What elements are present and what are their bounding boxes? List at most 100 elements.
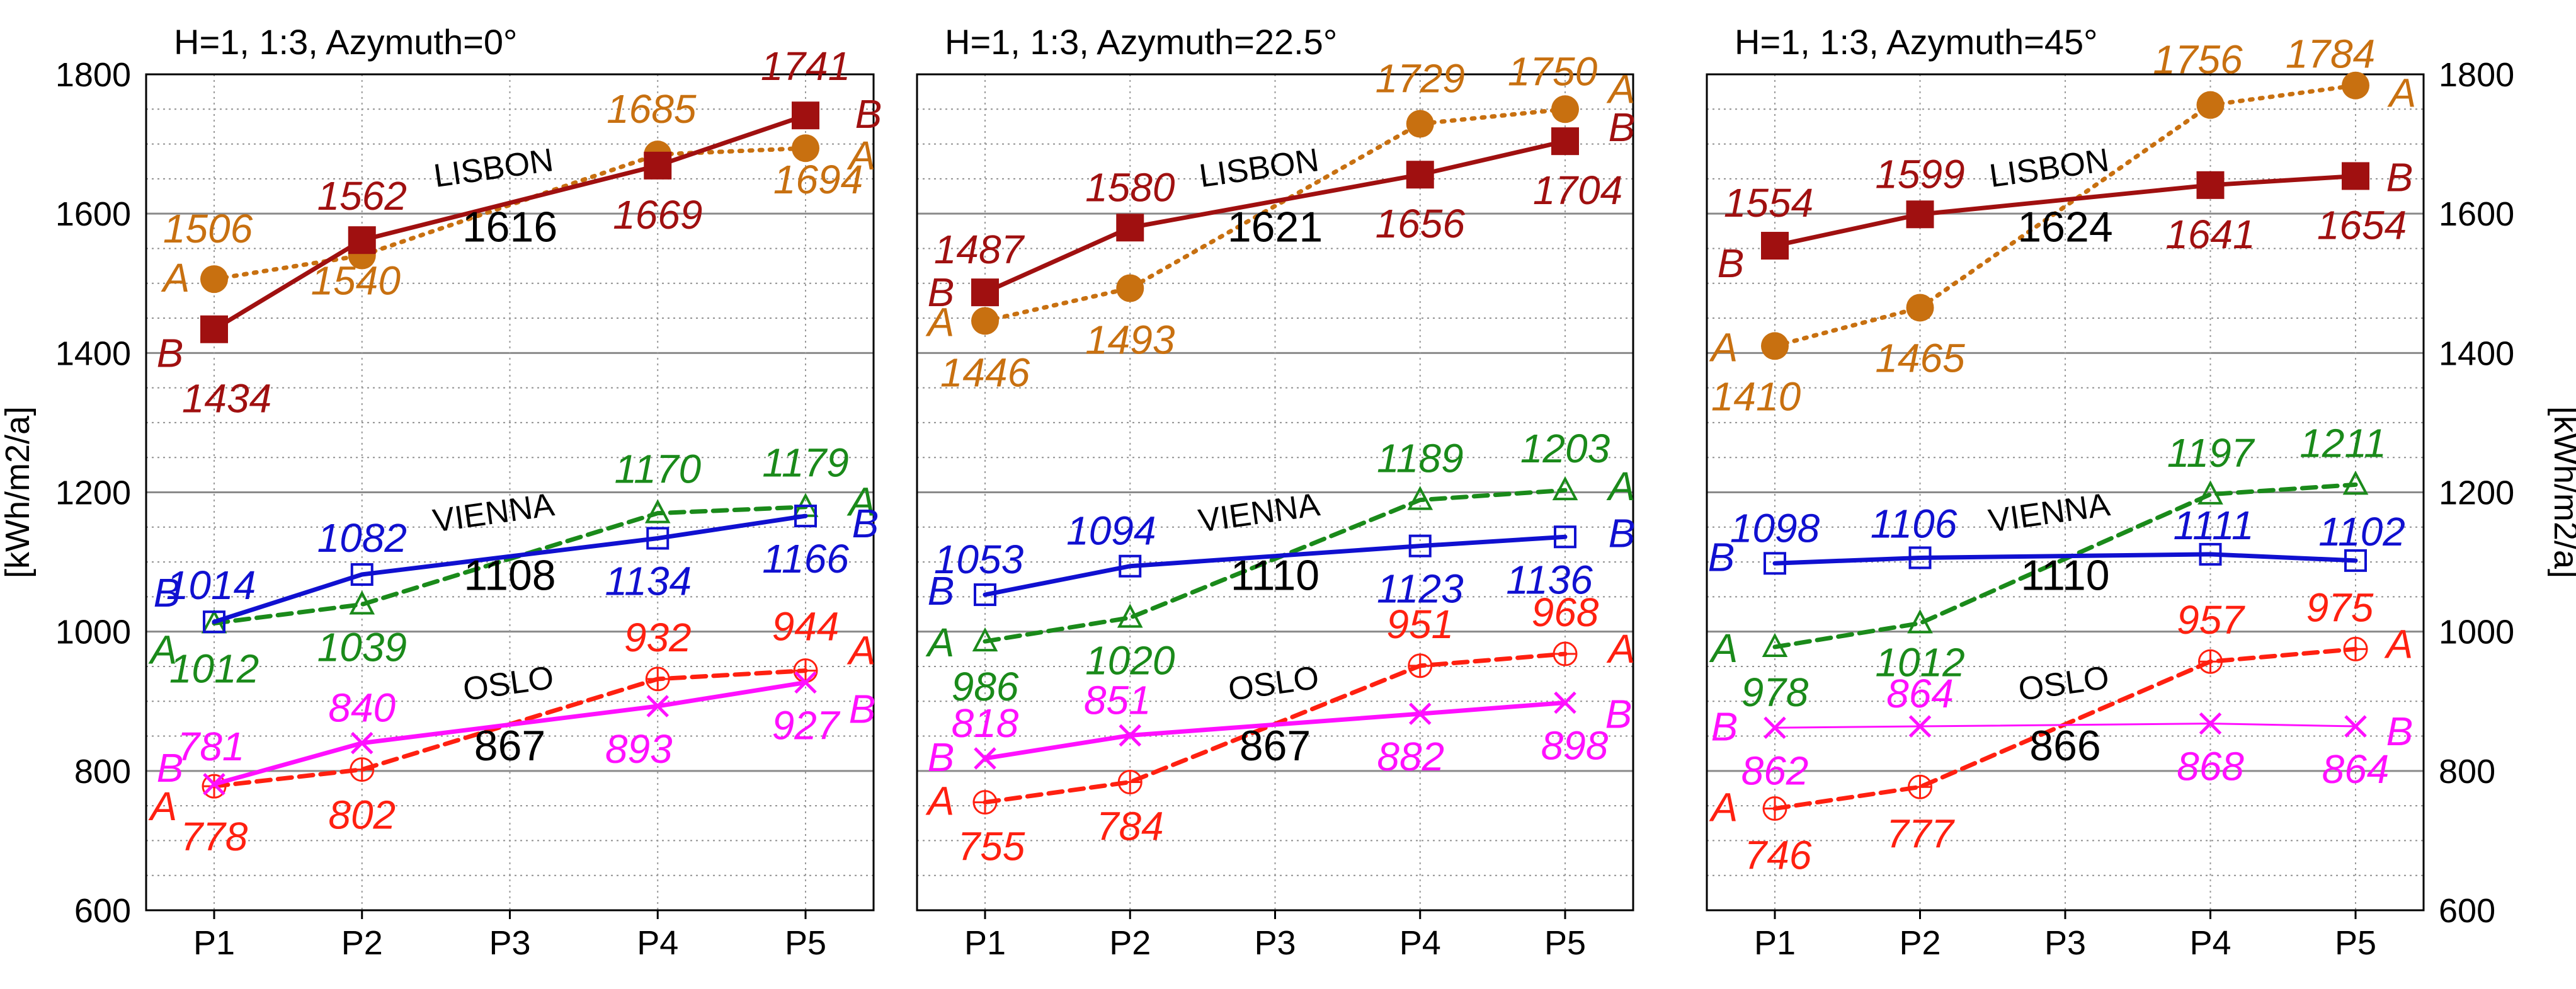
data-label: 1493	[1085, 317, 1175, 362]
data-label: 1446	[940, 350, 1030, 395]
data-point	[645, 666, 670, 692]
data-point	[1119, 554, 1142, 578]
data-point	[971, 278, 999, 307]
series-letter: A	[2384, 621, 2414, 666]
data-label: 927	[772, 702, 841, 748]
data-point	[1406, 110, 1434, 138]
data-label: 755	[958, 824, 1025, 869]
x-tick-label: P5	[2335, 924, 2376, 962]
data-point	[1554, 525, 1576, 549]
data-label: 746	[1745, 833, 1812, 878]
series-letter: B	[2386, 154, 2414, 200]
data-label: 1014	[166, 563, 256, 608]
data-point	[646, 695, 670, 717]
series-letter: A	[846, 479, 876, 525]
data-point	[792, 101, 819, 130]
data-label: 778	[181, 814, 248, 859]
series-line-vienna-b	[212, 513, 808, 624]
y-tick-label: 1800	[2439, 56, 2514, 94]
series-letter: B	[1711, 704, 1738, 749]
series-letter: B	[928, 568, 955, 614]
data-label: 957	[2177, 597, 2245, 643]
data-label: 1166	[762, 536, 849, 581]
series-letter: B	[1718, 241, 1745, 286]
data-point	[2199, 712, 2222, 735]
city-label: VIENNA	[431, 486, 557, 539]
data-label: 1134	[605, 558, 692, 603]
average-label: 1624	[2017, 203, 2112, 251]
data-point	[1408, 534, 1432, 557]
data-label: 1012	[1875, 639, 1964, 685]
data-point	[1907, 609, 1933, 634]
x-tick-label: P3	[1254, 924, 1296, 962]
y-axis-title-left: [kWh/m2/a]	[0, 406, 37, 578]
data-point	[2344, 549, 2367, 572]
series-line-lisbon-a	[1772, 83, 2358, 348]
y-tick-label: 1600	[2439, 195, 2514, 233]
data-point	[1762, 796, 1787, 821]
series-letter: A	[925, 620, 955, 665]
data-label: 1094	[1066, 508, 1156, 554]
data-point	[200, 265, 228, 294]
average-label: 867	[1240, 722, 1311, 770]
data-label: 1599	[1875, 151, 1964, 197]
series-letter: A	[846, 133, 876, 178]
x-tick-label: P4	[1399, 924, 1441, 962]
series-letter: B	[1609, 510, 1636, 556]
data-label: 1098	[1730, 505, 1820, 551]
data-label: 862	[1741, 748, 1809, 793]
data-point	[972, 627, 998, 652]
series-letter: A	[1709, 626, 1738, 671]
series-letter: B	[849, 686, 876, 731]
average-label: 1110	[1231, 551, 1319, 599]
y-tick-label: 1000	[55, 614, 131, 651]
data-point	[1116, 274, 1144, 302]
data-label: 944	[772, 604, 840, 649]
series-letter: A	[1606, 464, 1636, 509]
data-point-x	[203, 773, 225, 796]
data-label: 1111	[2173, 503, 2254, 548]
series-line-lisbon-b	[983, 139, 1568, 295]
x-tick-label: P1	[193, 924, 235, 962]
data-point-x	[1908, 715, 1932, 738]
data-label: 1020	[1085, 638, 1175, 683]
data-point	[1408, 653, 1433, 678]
chart-panel-1: P1 P2 P3 P4 P5 600 800 1000 1200 1400 1600 1800 H=1,…	[55, 22, 882, 962]
data-point	[792, 134, 819, 163]
data-label: 1756	[2153, 37, 2243, 83]
data-label: 1189	[1377, 436, 1464, 481]
series-line-oslo-b	[212, 680, 808, 787]
data-label: 1211	[2300, 420, 2386, 466]
series-letter: A	[925, 299, 955, 345]
average-label: 1621	[1228, 203, 1323, 251]
data-point	[1908, 546, 1932, 569]
series-line-oslo-b	[983, 700, 1568, 761]
data-point	[1553, 641, 1578, 666]
data-point-x	[2344, 715, 2367, 738]
data-point	[1906, 294, 1934, 322]
data-label: 1179	[762, 440, 849, 486]
y-tick-label: 1400	[55, 334, 131, 372]
average-label: 1616	[462, 203, 557, 251]
data-label: 1704	[1533, 168, 1622, 213]
data-label: 986	[952, 664, 1019, 709]
data-label: 864	[2322, 746, 2390, 792]
data-point	[1764, 716, 1786, 740]
series-line-vienna-a	[1772, 482, 2358, 649]
data-point	[1906, 200, 1934, 229]
data-point	[2197, 480, 2223, 505]
data-point	[1764, 552, 1786, 575]
data-point	[350, 731, 373, 755]
data-label: 784	[1097, 804, 1164, 849]
data-point	[1761, 332, 1789, 360]
data-label: 1669	[613, 192, 702, 237]
data-point	[1117, 770, 1143, 795]
y-tick-label: 1000	[2439, 614, 2514, 651]
series-line-vienna-b	[1772, 552, 2358, 566]
average-label: 866	[2029, 722, 2100, 770]
data-point	[1116, 214, 1144, 242]
data-point	[1408, 702, 1432, 725]
series-line-lisbon-b	[212, 113, 808, 332]
data-point	[2196, 91, 2225, 119]
data-point	[349, 590, 375, 615]
